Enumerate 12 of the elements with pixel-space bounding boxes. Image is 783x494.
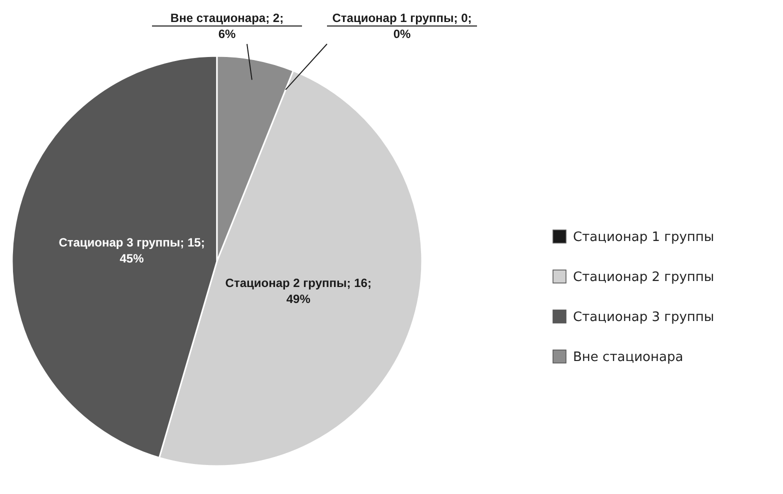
text: 49% bbox=[286, 292, 310, 306]
text: 0% bbox=[393, 27, 411, 41]
category-label: Вне стационара; 2; bbox=[170, 11, 284, 25]
text: 6% bbox=[218, 27, 236, 41]
legend-label: Вне стационара bbox=[573, 350, 684, 365]
text: 45% bbox=[120, 252, 144, 266]
legend-label: Стационар 3 группы bbox=[573, 310, 714, 325]
legend-label: Стационар 1 группы bbox=[573, 230, 714, 245]
category-label: Стационар 2 группы; 16; bbox=[225, 276, 372, 290]
legend-label: Стационар 2 группы bbox=[573, 270, 714, 285]
category-label: Стационар 3 группы; 15; bbox=[58, 236, 205, 250]
category-label: Стационар 1 группы; 0; bbox=[332, 11, 472, 25]
